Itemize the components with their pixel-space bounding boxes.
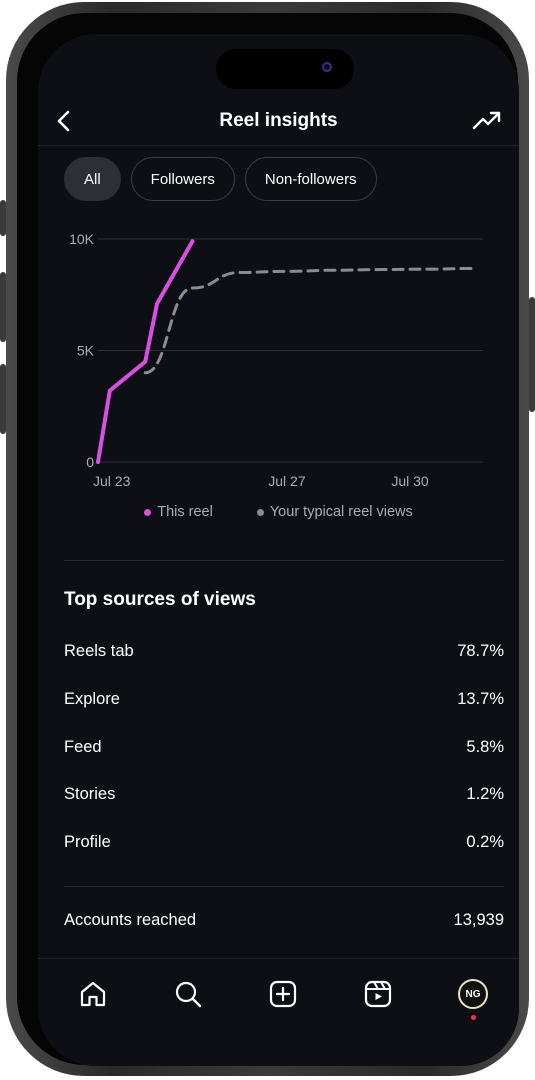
source-value: 0.2% [466,833,504,851]
y-tick-label: 0 [86,454,94,470]
trend-button[interactable] [471,106,503,136]
reels-icon [364,980,392,1008]
nav-profile[interactable]: NG [456,977,490,1020]
dynamic-island [216,49,354,89]
legend-dot [256,508,264,516]
screen: Reel insights All Followers Non-follower… [38,34,519,1066]
sources-title: Top sources of views [64,589,256,610]
search-icon [175,981,202,1008]
section-divider [64,886,504,887]
legend-item-this-reel: This reel [144,504,213,520]
section-divider [64,560,504,561]
bezel: Reel insights All Followers Non-follower… [17,13,519,1066]
filter-followers[interactable]: Followers [130,157,235,201]
volume-down-button [0,364,6,434]
source-row: Explore 13.7% [64,690,504,709]
x-tick-label: Jul 30 [391,473,429,489]
action-button [0,200,6,236]
views-chart: 10K 5K 0 Jul 23 Jul 27 Jul 30 [69,231,483,489]
source-label: Profile [64,833,111,851]
nav-search[interactable] [171,977,205,1011]
source-label: Stories [64,785,116,803]
source-row: Profile 0.2% [64,833,504,852]
filter-all[interactable]: All [64,157,121,201]
source-row: Feed 5.8% [64,738,504,757]
legend-item-typical: Your typical reel views [256,504,413,520]
source-label: Reels tab [64,642,134,660]
audience-filter: All Followers Non-followers [64,157,377,201]
x-tick-label: Jul 27 [268,473,306,489]
source-value: 78.7% [457,642,504,660]
nav-create[interactable] [266,977,300,1011]
source-row: Reels tab 78.7% [64,642,504,661]
trending-up-icon [472,111,501,130]
accounts-reached-value: 13,939 [453,911,504,929]
source-label: Feed [64,738,102,756]
header: Reel insights [38,96,519,146]
legend-dot [144,508,152,516]
page-title: Reel insights [219,110,338,131]
tab-bar: NG [38,958,519,1066]
source-label: Explore [64,690,120,708]
profile-avatar: NG [458,979,488,1009]
legend-label: This reel [157,504,213,520]
home-icon [80,981,106,1007]
chart-legend: This reel Your typical reel views [38,504,519,520]
volume-up-button [0,272,6,342]
nav-home[interactable] [76,977,110,1011]
back-button[interactable] [50,106,80,136]
y-tick-label: 5K [77,343,95,359]
series-typical-views-line [143,266,478,375]
notification-dot [471,1015,476,1020]
source-value: 13.7% [457,690,504,708]
source-value: 1.2% [466,785,504,803]
power-button [529,297,535,412]
create-icon [269,980,297,1008]
accounts-reached-label: Accounts reached [64,911,197,929]
filter-non-followers[interactable]: Non-followers [244,157,377,201]
header-divider [38,145,519,146]
source-value: 5.8% [466,738,504,756]
accounts-reached-row: Accounts reached 13,939 [64,911,504,930]
chevron-left-icon [57,110,70,132]
nav-reels[interactable] [361,977,395,1011]
series-this-reel-line [96,239,195,464]
camera-icon [322,62,332,72]
x-tick-label: Jul 23 [93,473,131,489]
legend-label: Your typical reel views [269,504,413,520]
source-row: Stories 1.2% [64,785,504,804]
y-tick-label: 10K [69,231,95,247]
